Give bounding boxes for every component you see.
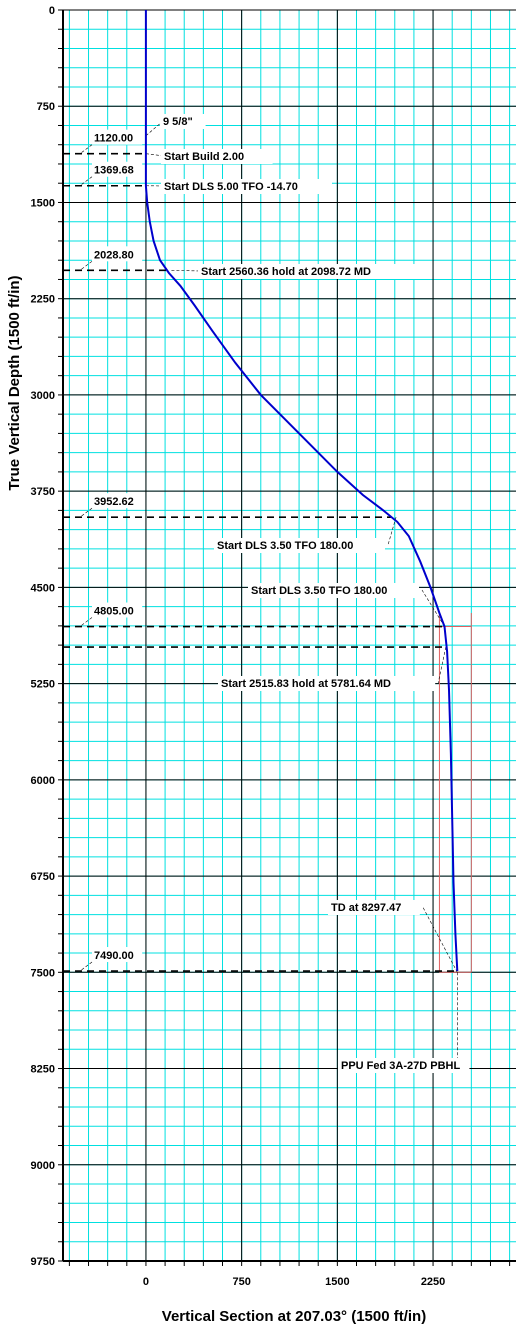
y-tick-label: 4500 <box>31 582 55 594</box>
y-tick-label: 3000 <box>31 390 55 402</box>
depth-label: 3952.62 <box>94 496 134 508</box>
major-grid <box>63 10 516 1261</box>
y-tick-label: 6000 <box>31 775 55 787</box>
x-tick-label: 0 <box>143 1276 149 1288</box>
depth-label: 7490.00 <box>94 950 134 962</box>
minor-grid <box>63 10 516 1261</box>
y-tick-label: 8250 <box>31 1064 55 1076</box>
annotation-label: Start Build 2.00 <box>164 151 244 163</box>
y-tick-label: 2250 <box>31 294 55 306</box>
y-tick-label: 9750 <box>31 1256 55 1268</box>
y-tick-label: 6750 <box>31 871 55 883</box>
annotation-leader <box>171 270 201 271</box>
x-axis-title: Vertical Section at 207.03° (1500 ft/in) <box>162 1308 426 1325</box>
annotation-label: Start DLS 3.50 TFO 180.00 <box>217 540 353 552</box>
annotation-label: PPU Fed 3A-27D PBHL <box>341 1060 460 1072</box>
y-tick-label: 5250 <box>31 679 55 691</box>
annotation-label: TD at 8297.47 <box>331 902 401 914</box>
depth-label: 2028.80 <box>94 249 134 261</box>
depth-label-leader <box>80 145 92 154</box>
y-axis-title: True Vertical Depth (1500 ft/in) <box>6 275 23 490</box>
annotation-label: Start 2560.36 hold at 2098.72 MD <box>201 266 371 278</box>
annotation-label: Start DLS 5.00 TFO -14.70 <box>164 181 298 193</box>
depth-label-leader <box>80 618 92 627</box>
depth-label: 4805.00 <box>94 606 134 618</box>
depth-label: 1369.68 <box>94 165 134 177</box>
x-tick-label: 1500 <box>325 1276 349 1288</box>
annotations: 9 5/8" Start Build 2.00 Start DLS 5.00 TFO… <box>160 114 469 1073</box>
x-tick-label: 750 <box>232 1276 250 1288</box>
depth-label: 1120.00 <box>94 133 133 145</box>
y-tick-label: 750 <box>37 101 55 113</box>
depth-label-leader <box>80 261 92 270</box>
y-tick-label: 1500 <box>31 197 55 209</box>
y-tick-label: 7500 <box>31 967 55 979</box>
annotation-label: Start 2515.83 hold at 5781.64 MD <box>221 678 391 690</box>
annotation-label: 9 5/8" <box>163 116 193 128</box>
x-tick-label: 2250 <box>421 1276 445 1288</box>
depth-label-leader <box>80 508 92 517</box>
y-tick-label: 9000 <box>31 1160 55 1172</box>
y-tick-label: 0 <box>49 5 55 17</box>
depth-label-leader <box>80 177 92 186</box>
y-tick-label: 3750 <box>31 486 55 498</box>
annotation-label: Start DLS 3.50 TFO 180.00 <box>251 585 387 597</box>
depth-label-leader <box>80 962 92 971</box>
